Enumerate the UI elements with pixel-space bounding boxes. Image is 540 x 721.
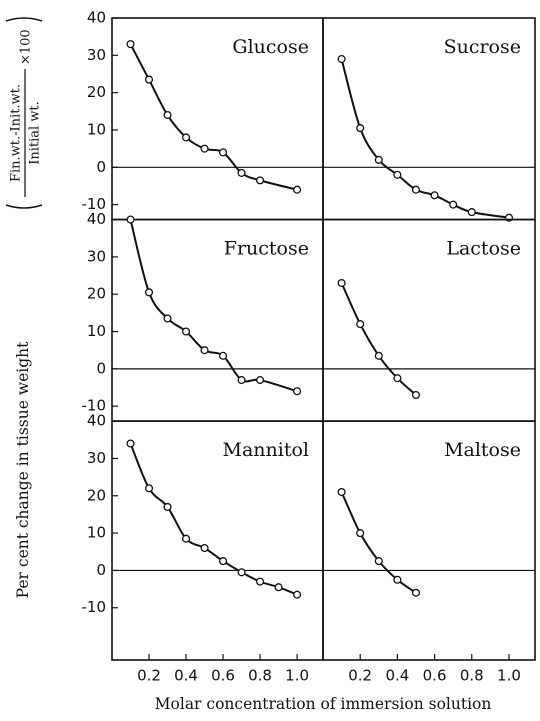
y-tick-label: 0	[96, 158, 106, 176]
data-point	[374, 155, 383, 164]
data-point	[163, 502, 172, 512]
data-point	[181, 133, 191, 142]
data-point	[356, 124, 365, 133]
panel-frame	[322, 420, 536, 661]
data-point	[219, 557, 228, 566]
data-point	[163, 110, 172, 120]
data-point	[256, 176, 265, 185]
y-tick-label: 40	[87, 412, 106, 430]
data-point	[393, 170, 402, 179]
data-point	[293, 387, 302, 396]
data-point	[256, 376, 265, 385]
data-point	[237, 168, 246, 177]
x-tick-label: 0.8	[248, 667, 272, 685]
data-point	[237, 376, 246, 385]
data-point	[181, 327, 191, 336]
data-point	[467, 208, 476, 217]
y-tick-label: 30	[87, 46, 106, 64]
fit-curve	[129, 443, 298, 596]
y-tick-label: 30	[87, 247, 106, 265]
data-point	[411, 185, 421, 194]
y-tick-label: -10	[82, 598, 107, 616]
panel-title: Glucose	[232, 36, 309, 58]
data-point	[126, 40, 135, 49]
y-tick-label: 0	[96, 359, 106, 377]
x-tick-label: 0.8	[460, 667, 484, 685]
data-point	[144, 484, 154, 493]
data-point	[411, 390, 421, 400]
data-point	[393, 575, 402, 584]
y-axis-label-group: Per cent change in tissue weight	[14, 341, 32, 598]
x-tick-label: 1.0	[497, 667, 521, 685]
data-point	[274, 583, 283, 592]
y-formula-factor: ×100	[19, 29, 34, 65]
x-tick-label: 1.0	[285, 667, 309, 685]
data-point	[293, 590, 302, 599]
y-tick-label: 30	[87, 449, 106, 467]
data-point	[219, 351, 228, 360]
data-point	[200, 144, 209, 153]
y-tick-label: 10	[87, 524, 106, 542]
data-point	[219, 148, 228, 157]
data-point	[237, 568, 246, 577]
x-tick-label: 0.4	[385, 667, 409, 685]
x-tick-label: 0.6	[423, 667, 447, 685]
data-point	[337, 55, 346, 64]
data-point	[356, 320, 365, 329]
y-tick-label: 10	[87, 120, 106, 138]
data-point	[449, 200, 458, 209]
data-point	[374, 351, 383, 360]
data-point	[163, 314, 172, 323]
fit-curve	[340, 491, 417, 594]
data-point	[144, 288, 154, 297]
data-point	[393, 374, 402, 383]
y-tick-label: -10	[82, 195, 107, 213]
data-point	[200, 346, 209, 355]
data-point	[430, 191, 439, 200]
y-tick-label: -10	[82, 397, 107, 415]
fit-curve	[340, 58, 510, 219]
data-point	[181, 534, 191, 543]
data-point	[126, 215, 135, 224]
y-formula-numerator: Fin.wt.-Init.wt.	[9, 84, 24, 182]
paren-right	[5, 17, 43, 22]
y-tick-label: 10	[87, 322, 106, 340]
data-point	[411, 588, 421, 597]
data-point	[356, 529, 365, 538]
data-point	[374, 557, 383, 566]
data-point	[337, 278, 346, 288]
y-formula: Fin.wt.-Init.wt. Initial wt. ×100	[5, 17, 43, 209]
x-tick-label: 0.2	[348, 667, 372, 685]
y-tick-label: 0	[96, 561, 106, 579]
data-point	[144, 75, 154, 84]
panel-title: Fructose	[224, 238, 309, 260]
fit-curve	[340, 282, 417, 396]
y-tick-label: 20	[87, 285, 106, 303]
data-point	[293, 185, 302, 194]
data-point	[256, 577, 265, 586]
data-point	[200, 543, 209, 553]
y-axis-label: Per cent change in tissue weight	[14, 341, 32, 598]
x-axis-label: Molar concentration of immersion solutio…	[155, 695, 492, 713]
data-point	[337, 487, 346, 497]
panel-title: Lactose	[446, 238, 521, 260]
data-point	[126, 439, 135, 448]
x-tick-label: 0.6	[211, 667, 235, 685]
y-tick-label: 20	[87, 83, 106, 101]
y-tick-label: 20	[87, 486, 106, 504]
x-tick-label: 0.4	[174, 667, 198, 685]
panel-title: Sucrose	[444, 36, 521, 58]
panel-title: Maltose	[444, 439, 521, 461]
y-tick-label: 40	[87, 9, 106, 27]
x-tick-label: 0.2	[137, 667, 161, 685]
y-tick-label: 40	[87, 210, 106, 228]
panel-title: Mannitol	[223, 439, 309, 461]
paren-left	[5, 204, 43, 209]
y-formula-denominator: Initial wt.	[28, 101, 43, 165]
